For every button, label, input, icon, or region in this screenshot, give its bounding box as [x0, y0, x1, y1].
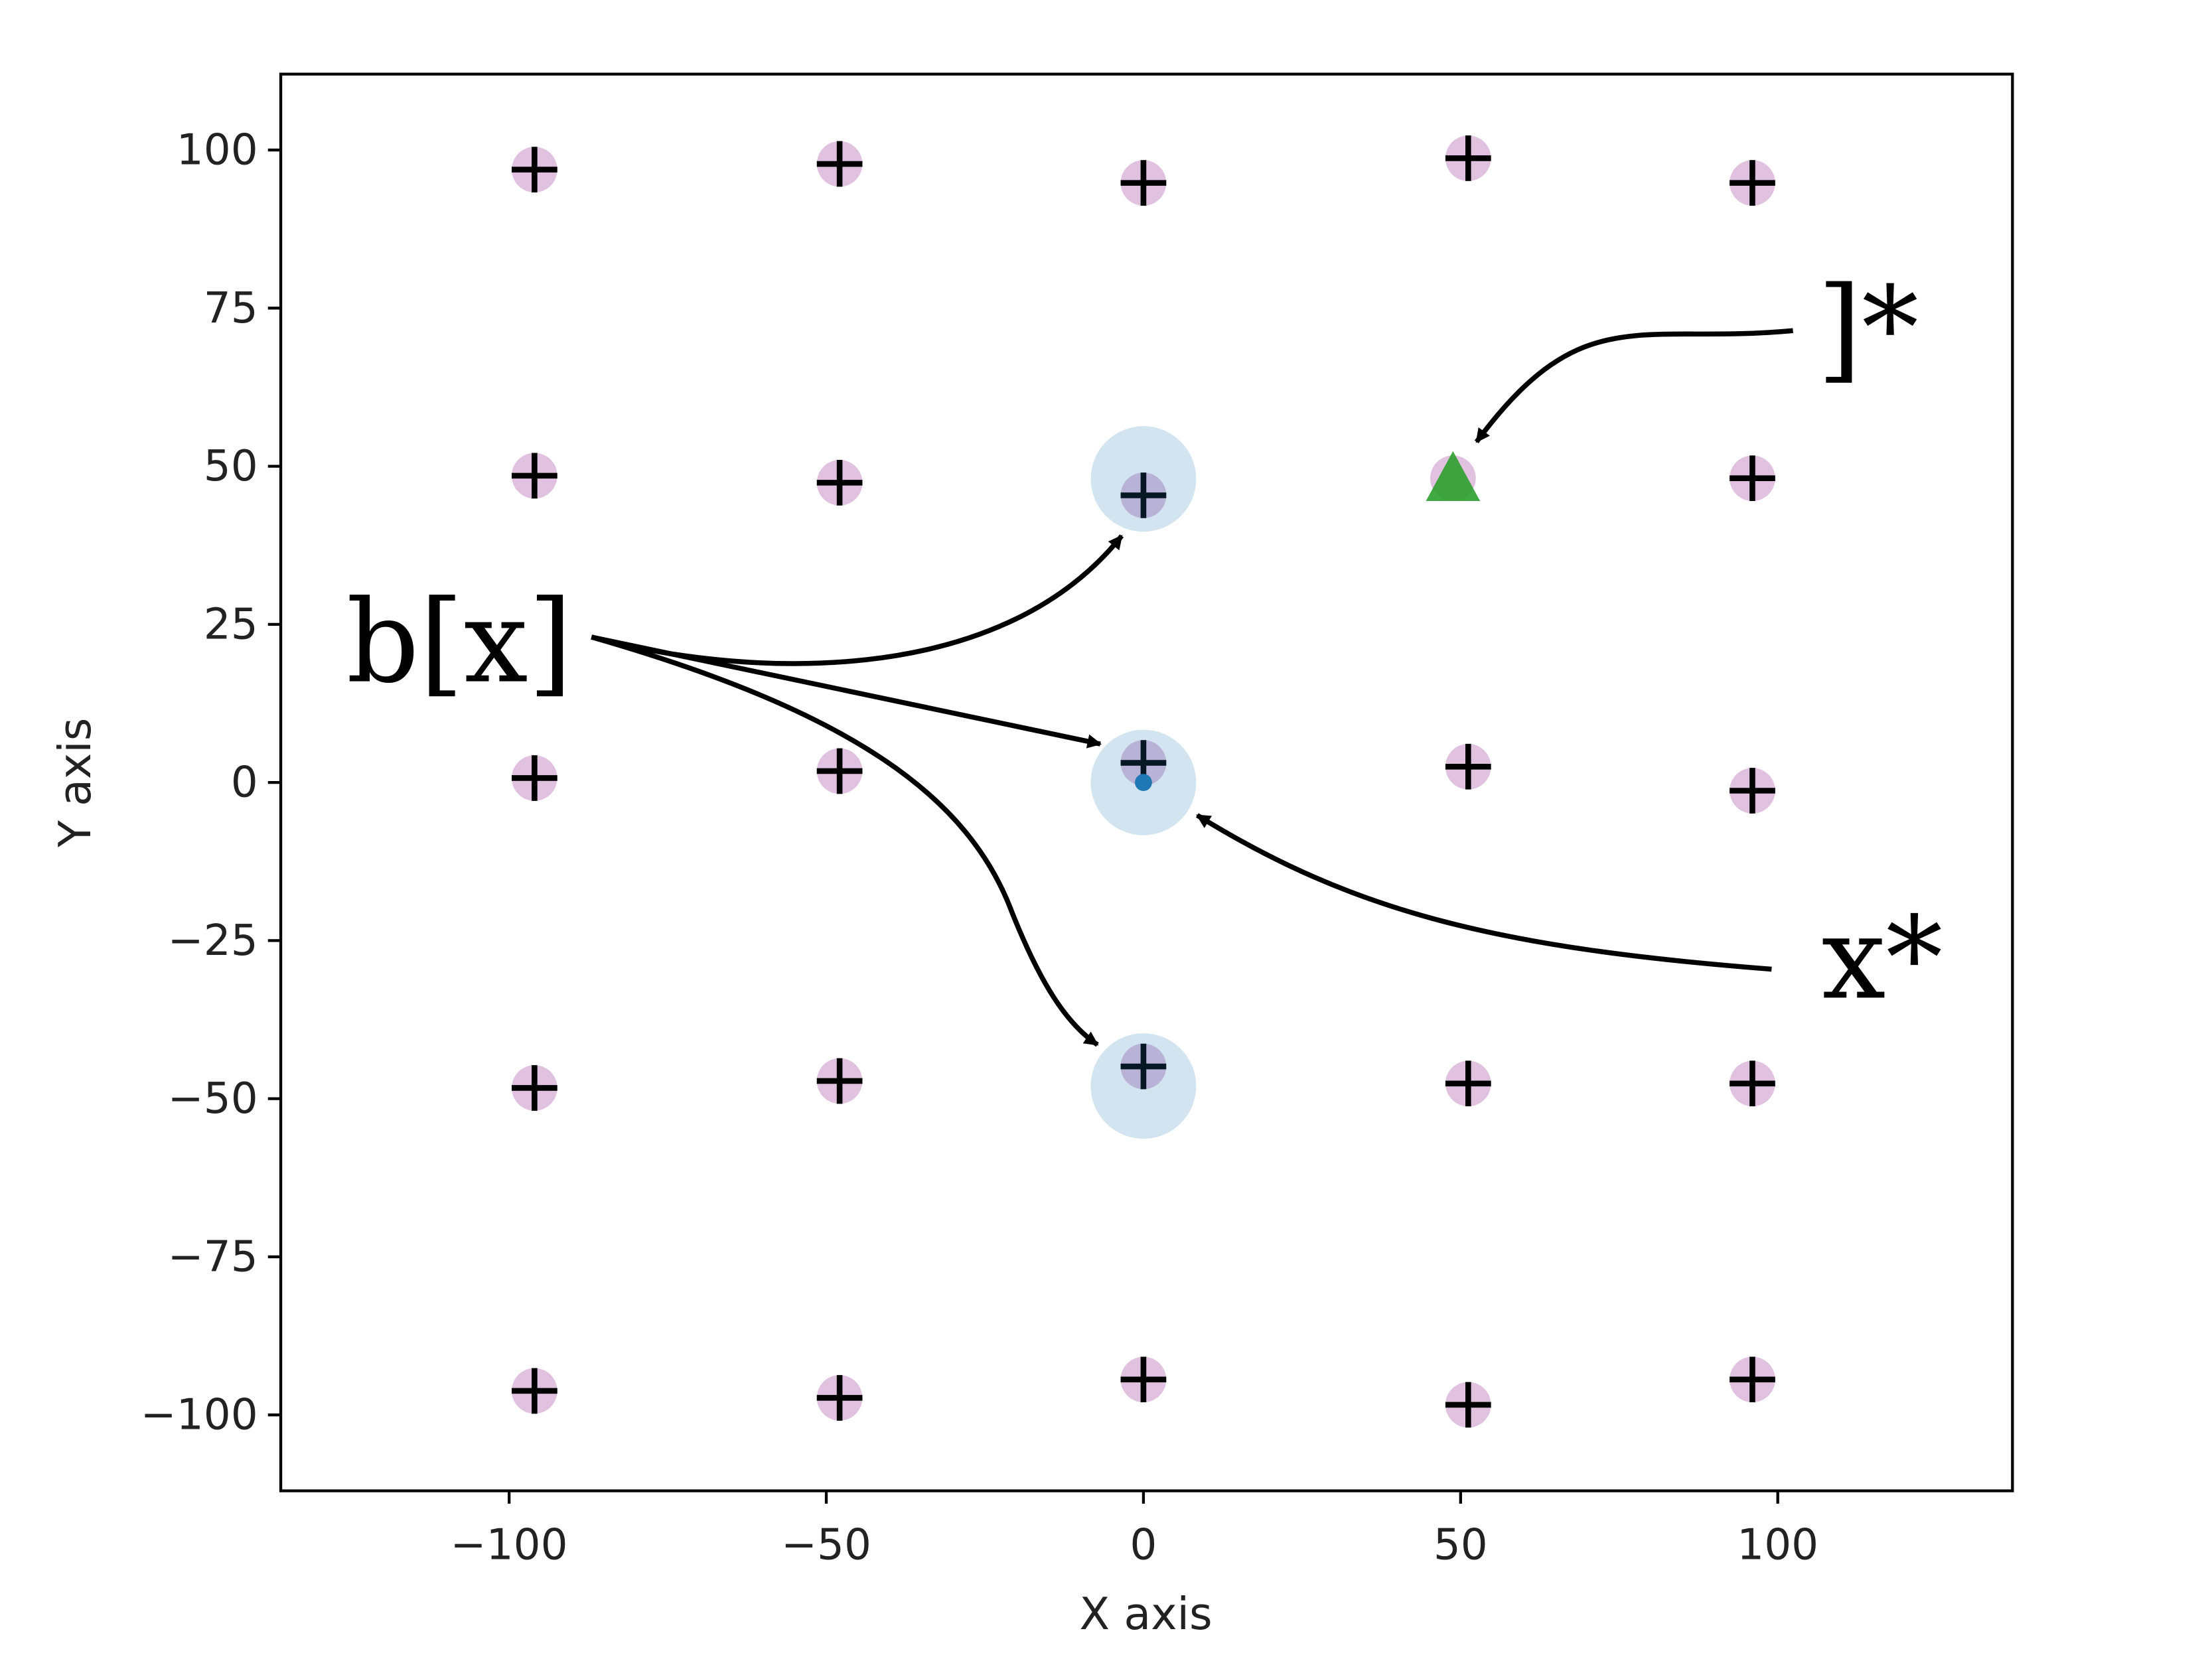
data-point — [816, 460, 863, 506]
annotation-arrows — [591, 328, 1793, 1047]
data-point — [1120, 740, 1167, 786]
y-tick-label: 50 — [204, 441, 258, 491]
data-point — [1120, 472, 1167, 518]
y-axis-label: Y axis — [49, 718, 101, 848]
data-point — [1445, 1382, 1491, 1428]
data-point — [512, 147, 557, 192]
y-tick-label: −75 — [168, 1232, 258, 1281]
triangle — [1426, 451, 1481, 502]
data-point — [1120, 1043, 1167, 1090]
data-point — [1090, 1033, 1197, 1139]
y-tick-label: 75 — [204, 283, 258, 333]
data-point — [1120, 160, 1167, 206]
data-point — [1090, 426, 1197, 532]
data-point — [816, 1375, 863, 1421]
highlight-circle — [1090, 1033, 1197, 1139]
y-tick-label: 100 — [177, 125, 258, 175]
data-point — [1730, 768, 1775, 814]
x-axis-label: X axis — [1080, 1588, 1213, 1640]
data-point — [512, 755, 557, 801]
data-point — [512, 1065, 557, 1111]
y-tick-label: −25 — [168, 916, 258, 966]
data-point — [1730, 1060, 1775, 1107]
x-tick-label: −100 — [451, 1520, 568, 1570]
arrow — [1474, 328, 1793, 444]
y-tick-label: 25 — [204, 599, 258, 649]
point-dot — [1135, 774, 1152, 792]
x-tick-label: 0 — [1130, 1520, 1157, 1570]
x-tick-label: 50 — [1434, 1520, 1488, 1570]
y-tick-label: −100 — [141, 1390, 258, 1440]
data-point — [1730, 1356, 1775, 1403]
arrow — [591, 634, 1099, 1047]
data-point — [1120, 1356, 1167, 1403]
data-point — [512, 453, 557, 499]
annotation: x* — [1822, 892, 1943, 1025]
x-tick-label: −50 — [781, 1520, 871, 1570]
arrow — [591, 634, 1102, 749]
data-point — [1445, 1060, 1491, 1107]
annotation: b[x] — [346, 576, 573, 709]
y-tick-label: −50 — [168, 1074, 258, 1123]
data-point — [816, 748, 863, 794]
data-point — [512, 1368, 557, 1414]
data-point — [1730, 455, 1775, 502]
data-point — [1426, 451, 1481, 502]
data-point — [1135, 774, 1152, 792]
data-point — [1730, 160, 1775, 206]
data-point — [816, 1058, 863, 1104]
highlight-circle — [1090, 426, 1197, 532]
x-tick-label: 100 — [1737, 1520, 1818, 1570]
data-point — [1445, 135, 1491, 181]
arrow — [1195, 813, 1772, 972]
y-tick-label: 0 — [231, 758, 258, 808]
data-point — [816, 141, 863, 187]
annotation: ]* — [1817, 262, 1919, 395]
data-point — [1445, 743, 1491, 790]
